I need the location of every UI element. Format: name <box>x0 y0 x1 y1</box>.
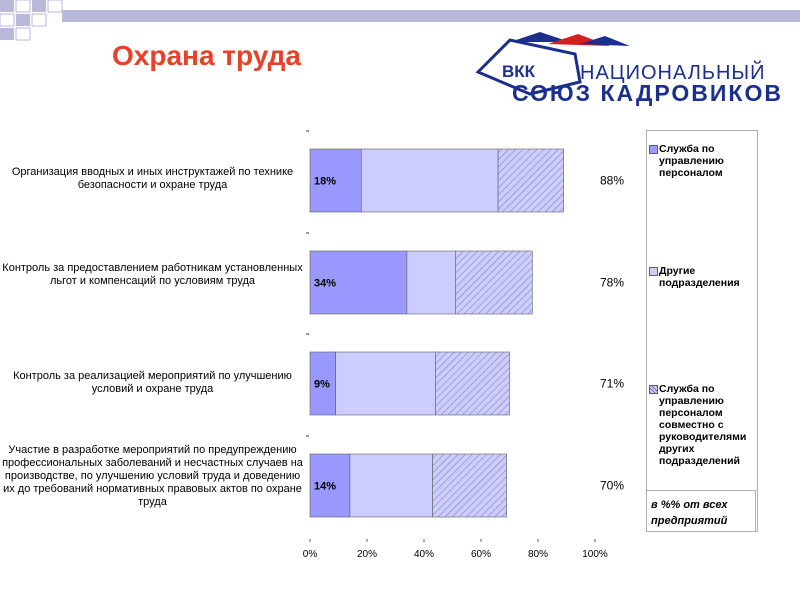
bar-segment-cat4-series1 <box>309 453 351 518</box>
category-label-4: Участие в разработке мероприятий по пред… <box>2 444 303 508</box>
legend-label-series-2: Другие подразделения <box>659 265 740 289</box>
data-label-cat1: 18% <box>314 176 336 188</box>
header-bar <box>62 10 800 22</box>
bar-segment-cat1-series3 <box>497 148 564 213</box>
legend-label-series-3: Служба по управлению персоналом совместн… <box>659 383 747 467</box>
page-title: Охрана труда <box>112 40 301 71</box>
legend-swatch-series-3 <box>649 385 658 394</box>
corner-grid-decoration <box>0 0 63 41</box>
x-tick-label-3: 40% <box>414 549 434 560</box>
chart-note: в %% от всех предприятий <box>646 490 756 532</box>
bar-segment-cat4-series3 <box>432 453 507 518</box>
total-label-cat4: 70% <box>600 479 624 493</box>
bar-segment-cat1-series1 <box>309 148 362 213</box>
legend-label-series-1: Служба по управлению персоналом <box>659 143 724 179</box>
data-label-cat4: 14% <box>314 481 336 493</box>
bar-segment-cat2-series3 <box>455 250 533 315</box>
x-tick-label-4: 60% <box>471 549 491 560</box>
x-tick-label-5: 80% <box>528 549 548 560</box>
bar-segment-cat3-series1 <box>309 351 336 416</box>
logo-abbreviation: ВКК <box>502 62 536 81</box>
legend-swatch-series-1 <box>649 145 658 154</box>
chart-legend: Служба по управлению персоналом Другие п… <box>646 130 758 532</box>
total-label-cat1: 88% <box>600 174 624 188</box>
x-tick-label-1: 0% <box>303 549 318 560</box>
category-label-3: Контроль за реализацией мероприятий по у… <box>13 370 292 395</box>
bar-segment-cat3-series3 <box>435 351 510 416</box>
category-label-2: Контроль за предоставлением работникам у… <box>2 262 303 287</box>
bar-segment-cat2-series1 <box>309 250 408 315</box>
x-tick-label-2: 20% <box>357 549 377 560</box>
legend-swatch-series-2 <box>649 267 658 276</box>
logo-emblem <box>475 32 630 96</box>
x-tick-label-6: 100% <box>582 549 608 560</box>
bar-segment-cat3-series2 <box>335 351 436 416</box>
logo-line-2: СОЮЗ КАДРОВИКОВ <box>512 80 783 106</box>
total-label-cat3: 71% <box>600 377 624 391</box>
bar-segment-cat2-series2 <box>406 250 456 315</box>
category-label-1: Организация вводных и иных инструктажей … <box>11 166 294 191</box>
bar-segment-cat1-series2 <box>360 148 499 213</box>
data-label-cat3: 9% <box>314 379 330 391</box>
logo-line-1: НАЦИОНАЛЬНЫЙ <box>580 62 766 84</box>
data-label-cat2: 34% <box>314 278 336 290</box>
total-label-cat2: 78% <box>600 276 624 290</box>
bar-segment-cat4-series2 <box>349 453 433 518</box>
